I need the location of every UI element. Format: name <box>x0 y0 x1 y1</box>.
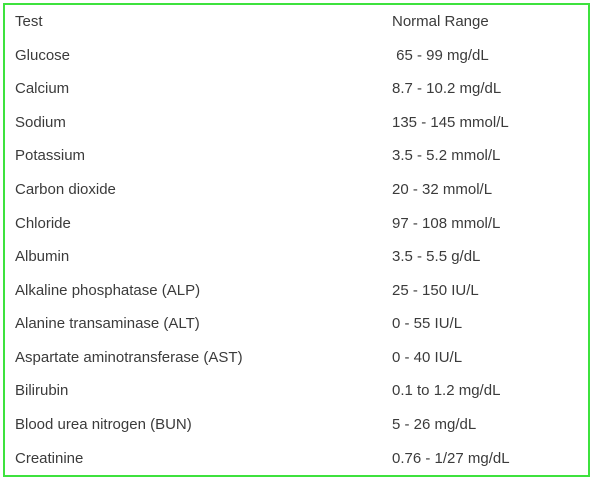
table-row: Albumin 3.5 - 5.5 g/dL <box>5 240 588 274</box>
test-name: Bilirubin <box>15 382 69 400</box>
test-name: Glucose <box>15 46 71 64</box>
test-name: Blood urea nitrogen (BUN) <box>15 415 192 433</box>
normal-range: 25 - 150 IU/L <box>392 281 479 299</box>
test-name: Alkaline phosphatase (ALP) <box>15 281 201 299</box>
table-row: Alanine transaminase (ALT) 0 - 55 IU/L <box>5 307 588 341</box>
table-header-row: Test Normal Range <box>5 5 588 39</box>
normal-range: 0 - 40 IU/L <box>392 348 463 366</box>
table-row: Calcium 8.7 - 10.2 mg/dL <box>5 72 588 106</box>
table-row: Glucose 65 - 99 mg/dL <box>5 39 588 73</box>
normal-range: 135 - 145 mmol/L <box>392 113 509 131</box>
lab-reference-table: Test Normal Range Glucose 65 - 99 mg/dL … <box>5 5 588 475</box>
test-name: Calcium <box>15 80 70 98</box>
column-header-test: Test <box>15 13 43 31</box>
normal-range: 5 - 26 mg/dL <box>392 415 477 433</box>
table-row: Potassium 3.5 - 5.2 mmol/L <box>5 139 588 173</box>
table-row: Sodium 135 - 145 mmol/L <box>5 106 588 140</box>
table-row: Chloride 97 - 108 mmol/L <box>5 206 588 240</box>
test-name: Alanine transaminase (ALT) <box>15 315 200 333</box>
normal-range: 8.7 - 10.2 mg/dL <box>392 80 502 98</box>
table-row: Aspartate aminotransferase (AST) 0 - 40 … <box>5 341 588 375</box>
normal-range: 3.5 - 5.2 mmol/L <box>392 147 501 165</box>
test-name: Creatinine <box>15 449 84 467</box>
test-name: Carbon dioxide <box>15 181 116 199</box>
normal-range: 0 - 55 IU/L <box>392 315 463 333</box>
table-row: Creatinine 0.76 - 1/27 mg/dL <box>5 441 588 475</box>
test-name: Potassium <box>15 147 86 165</box>
test-name: Sodium <box>15 113 66 131</box>
normal-range: 0.1 to 1.2 mg/dL <box>392 382 501 400</box>
column-header-normal-range: Normal Range <box>392 13 489 31</box>
table-row: Bilirubin 0.1 to 1.2 mg/dL <box>5 374 588 408</box>
table-row: Carbon dioxide 20 - 32 mmol/L <box>5 173 588 207</box>
lab-reference-panel: Test Normal Range Glucose 65 - 99 mg/dL … <box>3 3 590 477</box>
normal-range: 20 - 32 mmol/L <box>392 181 493 199</box>
normal-range: 0.76 - 1/27 mg/dL <box>392 449 510 467</box>
normal-range: 3.5 - 5.5 g/dL <box>392 248 481 266</box>
test-name: Chloride <box>15 214 71 232</box>
table-row: Alkaline phosphatase (ALP) 25 - 150 IU/L <box>5 273 588 307</box>
normal-range: 65 - 99 mg/dL <box>392 46 489 64</box>
test-name: Albumin <box>15 248 70 266</box>
test-name: Aspartate aminotransferase (AST) <box>15 348 243 366</box>
table-row: Blood urea nitrogen (BUN) 5 - 26 mg/dL <box>5 408 588 442</box>
normal-range: 97 - 108 mmol/L <box>392 214 501 232</box>
